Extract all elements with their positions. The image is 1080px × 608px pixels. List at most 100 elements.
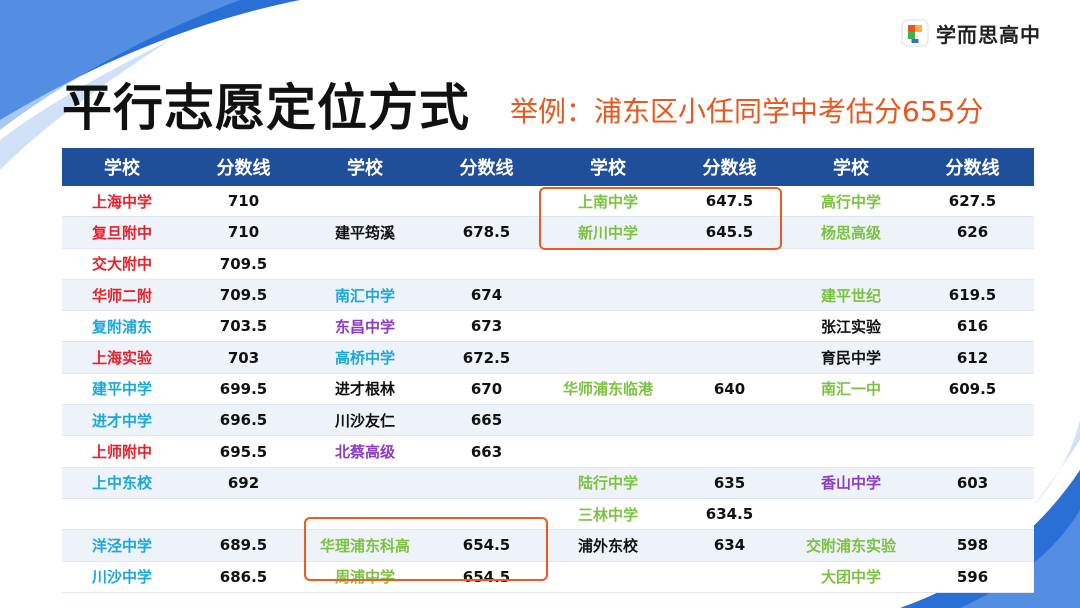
school-name	[305, 248, 425, 280]
school-name: 高行中学	[791, 186, 911, 218]
highlight-box-bottom-left	[304, 517, 548, 581]
score-value: 672.5	[425, 341, 548, 374]
school-name: 北蔡高级	[305, 435, 425, 468]
school-name: 新川中学	[548, 216, 668, 249]
table-row: 三林中学 634.5	[62, 498, 1034, 531]
score-value: 619.5	[911, 279, 1034, 312]
column-header: 分数线	[425, 148, 548, 186]
score-value: 709.5	[182, 248, 305, 280]
score-value: 645.5	[668, 216, 791, 249]
score-value: 699.5	[182, 373, 305, 406]
score-value: 686.5	[182, 561, 305, 593]
school-name: 南汇中学	[305, 279, 425, 312]
school-name: 华师浦东临港	[548, 373, 668, 406]
score-value	[911, 404, 1034, 437]
school-name	[305, 186, 425, 218]
score-value	[911, 498, 1034, 531]
school-name	[548, 561, 668, 593]
school-name: 上南中学	[548, 186, 668, 218]
score-value: 616	[911, 310, 1034, 343]
school-name: 交附浦东实验	[791, 529, 911, 562]
column-header: 学校	[791, 148, 911, 186]
school-name: 川沙中学	[62, 561, 182, 593]
school-name: 东昌中学	[305, 310, 425, 343]
school-name: 上中东校	[62, 467, 182, 499]
score-value	[911, 248, 1034, 280]
score-table: 学校 分数线 学校 分数线 学校 分数线 学校 分数线 上海中学 710 上南中学 647.5 高行中…	[62, 148, 1034, 593]
score-value: 696.5	[182, 404, 305, 437]
school-name: 上师附中	[62, 435, 182, 468]
score-value: 596	[911, 561, 1034, 593]
score-value: 634	[668, 529, 791, 562]
score-value: 635	[668, 467, 791, 499]
table-row: 交大附中 709.5	[62, 248, 1034, 280]
school-name: 香山中学	[791, 467, 911, 499]
school-name: 进才中学	[62, 404, 182, 437]
school-name	[548, 341, 668, 374]
score-value	[668, 435, 791, 468]
score-value	[668, 248, 791, 280]
page-title: 平行志愿定位方式	[62, 79, 470, 137]
school-name: 高桥中学	[305, 341, 425, 374]
table-row: 华师二附 709.5 南汇中学 674 建平世纪 619.5	[62, 279, 1034, 312]
school-name: 复旦附中	[62, 216, 182, 249]
school-name: 建平中学	[62, 373, 182, 406]
school-name	[548, 404, 668, 437]
school-name: 南汇一中	[791, 373, 911, 406]
table-row: 上海中学 710 上南中学 647.5 高行中学 627.5	[62, 186, 1034, 218]
score-value: 640	[668, 373, 791, 406]
column-header: 分数线	[668, 148, 791, 186]
table-row: 洋泾中学 689.5 华理浦东科高 654.5 浦外东校 634 交附浦东实验 598	[62, 529, 1034, 562]
score-value: 654.5	[425, 561, 548, 593]
school-name: 华师二附	[62, 279, 182, 312]
highlight-box-top-right	[539, 187, 782, 250]
score-value: 654.5	[425, 529, 548, 562]
school-name: 建平世纪	[791, 279, 911, 312]
school-name	[548, 248, 668, 280]
school-name	[548, 435, 668, 468]
school-name	[791, 248, 911, 280]
brand-name: 学而思高中	[936, 22, 1041, 47]
score-value: 612	[911, 341, 1034, 374]
score-value	[668, 561, 791, 593]
score-value: 598	[911, 529, 1034, 562]
score-value: 695.5	[182, 435, 305, 468]
table-row: 上师附中 695.5 北蔡高级 663	[62, 435, 1034, 468]
school-name: 杨思高级	[791, 216, 911, 249]
score-value: 626	[911, 216, 1034, 249]
score-value: 634.5	[668, 498, 791, 531]
school-name: 建平筠溪	[305, 216, 425, 249]
school-name: 上海中学	[62, 186, 182, 218]
score-value: 647.5	[668, 186, 791, 218]
score-value: 703	[182, 341, 305, 374]
column-header: 学校	[62, 148, 182, 186]
school-name: 周浦中学	[305, 561, 425, 593]
score-value: 673	[425, 310, 548, 343]
school-name: 华理浦东科高	[305, 529, 425, 562]
page-subtitle: 举例：浦东区小任同学中考估分655分	[510, 95, 984, 128]
school-name	[548, 279, 668, 312]
xueersi-logo-icon	[901, 19, 929, 47]
score-value: 692	[182, 467, 305, 499]
score-value: 663	[425, 435, 548, 468]
score-value	[668, 310, 791, 343]
brand-logo: 学而思高中	[900, 14, 1070, 52]
score-value	[425, 498, 548, 531]
table-row: 建平中学 699.5 进才根林 670 华师浦东临港 640 南汇一中 609.5	[62, 373, 1034, 406]
score-value: 603	[911, 467, 1034, 499]
score-value	[425, 248, 548, 280]
score-value: 689.5	[182, 529, 305, 562]
column-header: 分数线	[182, 148, 305, 186]
score-value: 670	[425, 373, 548, 406]
school-name: 张江实验	[791, 310, 911, 343]
score-value	[911, 435, 1034, 468]
score-value	[425, 467, 548, 499]
school-name: 上海实验	[62, 341, 182, 374]
school-name: 浦外东校	[548, 529, 668, 562]
school-name: 育民中学	[791, 341, 911, 374]
school-name: 大团中学	[791, 561, 911, 593]
school-name	[791, 435, 911, 468]
score-value	[182, 498, 305, 531]
school-name: 陆行中学	[548, 467, 668, 499]
